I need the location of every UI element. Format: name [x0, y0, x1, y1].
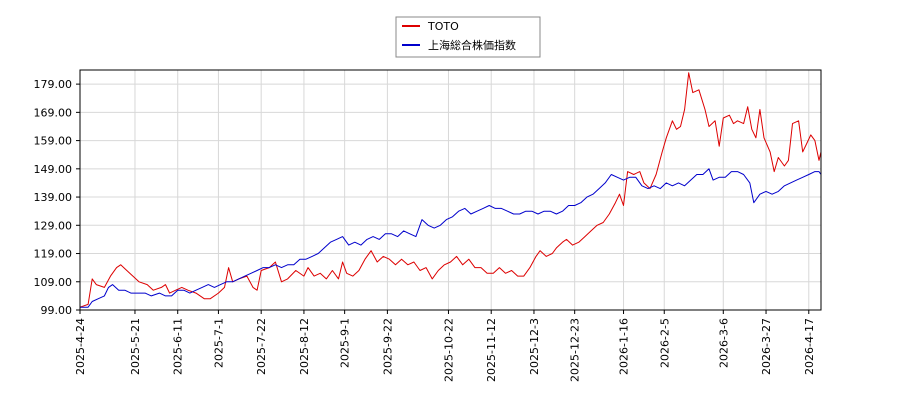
x-tick-label: 2025-12-23 [569, 318, 582, 382]
x-tick-label: 2025-9-1 [339, 318, 352, 368]
y-tick-label: 179.00 [34, 78, 73, 91]
series-line-shanghai-index [80, 168, 822, 308]
legend: TOTO 上海総合株価指数 [395, 16, 541, 58]
x-tick-label: 2025-6-11 [172, 318, 185, 375]
legend-box [395, 16, 541, 58]
x-tick-label: 2025-12-3 [528, 318, 541, 375]
y-tick-label: 149.00 [34, 163, 73, 176]
x-tick-label: 2025-4-24 [74, 318, 87, 375]
x-tick-label: 2026-4-17 [803, 318, 816, 375]
y-tick-label: 139.00 [34, 191, 73, 204]
series-lines [79, 72, 822, 308]
x-tick-label: 2025-7-22 [255, 318, 268, 375]
x-tick-label: 2026-3-6 [717, 318, 730, 368]
x-tick-label: 2025-8-12 [298, 318, 311, 375]
axes: 99.00 109.00 119.00 129.00 139.00 149.00 159.0… [34, 78, 816, 382]
y-tick-label: 109.00 [34, 276, 73, 289]
x-tick-label: 2025-10-22 [442, 318, 455, 382]
y-tick-label: 169.00 [34, 106, 73, 119]
x-tick-label: 2025-11-12 [485, 318, 498, 382]
x-tick-label: 2025-5-21 [129, 318, 142, 375]
y-tick-label: 159.00 [34, 135, 73, 148]
x-tick-label: 2025-9-22 [381, 318, 394, 375]
x-tick-label: 2026-3-27 [760, 318, 773, 375]
y-tick-label: 99.00 [41, 304, 73, 317]
grid [79, 70, 821, 311]
series-line-toto [79, 72, 822, 308]
y-tick-label: 119.00 [34, 248, 73, 261]
x-tick-label: 2025-7-1 [212, 318, 225, 368]
plot-area-frame [79, 69, 822, 311]
x-tick-label: 2026-2-5 [658, 318, 671, 368]
x-tick-label: 2026-1-16 [618, 318, 631, 375]
legend-label-toto: TOTO [427, 20, 459, 33]
legend-label-shanghai-index: 上海総合株価指数 [428, 38, 516, 52]
y-tick-label: 129.00 [34, 219, 73, 232]
